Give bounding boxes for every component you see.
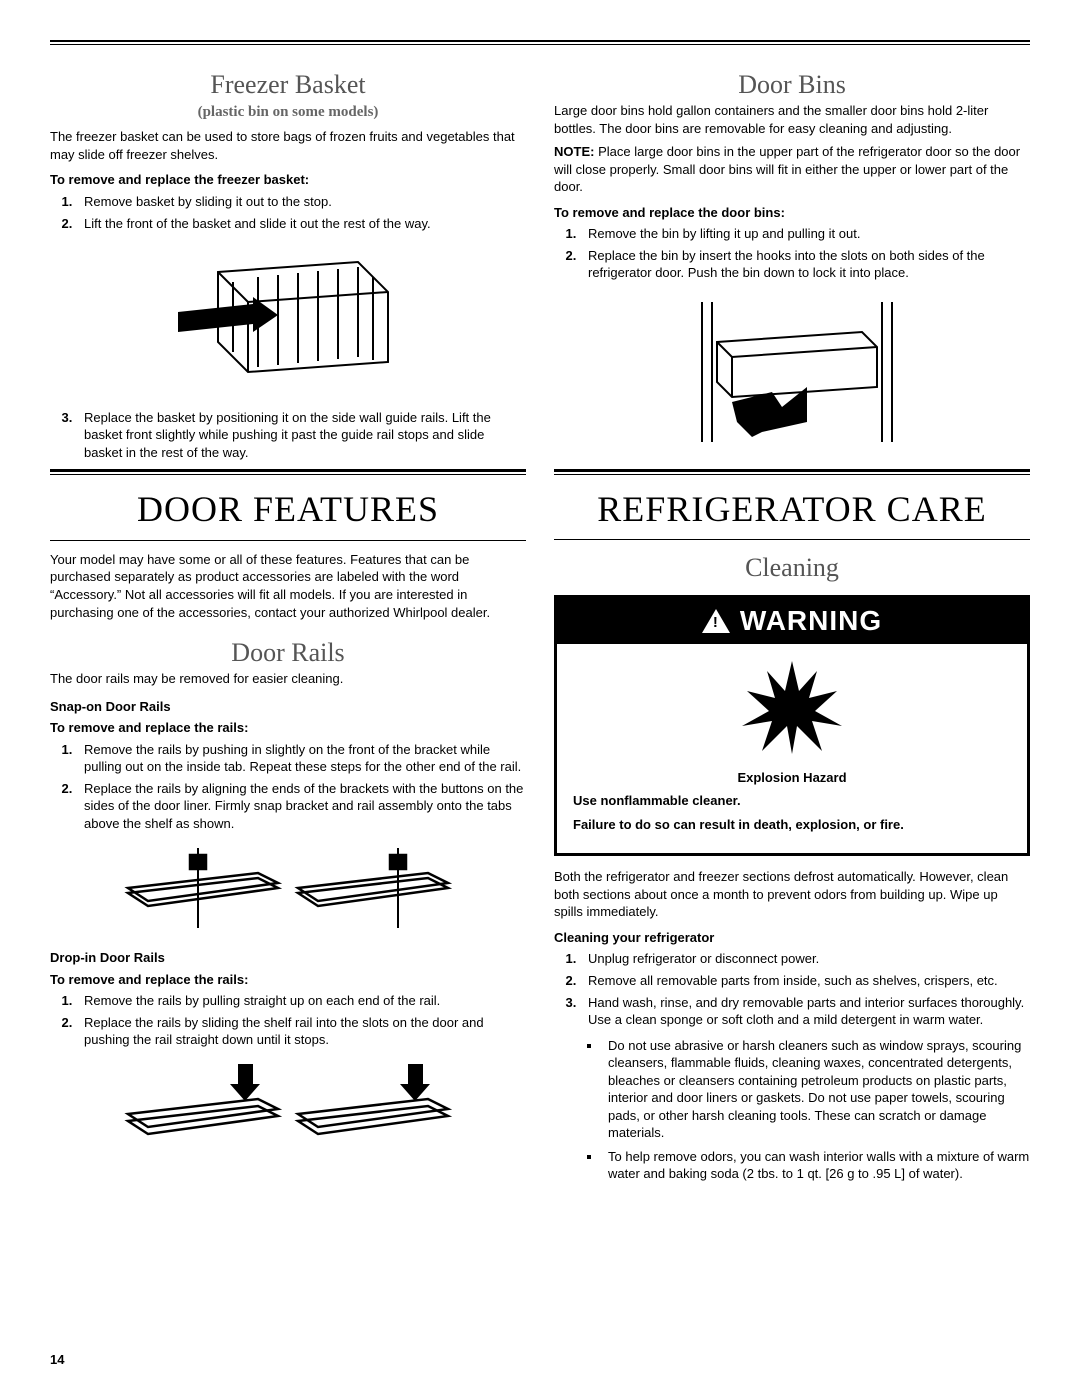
page-top-rule-thick <box>50 40 1030 42</box>
list-item: Replace the rails by sliding the shelf r… <box>76 1014 526 1049</box>
list-item: Do not use abrasive or harsh cleaners su… <box>602 1037 1030 1142</box>
basket-icon <box>158 242 418 392</box>
door-bins-steps: Remove the bin by lifting it up and pull… <box>554 225 1030 282</box>
freezer-basket-figure <box>50 242 526 397</box>
list-item: Replace the bin by insert the hooks into… <box>580 247 1030 282</box>
warning-triangle-icon <box>702 609 730 633</box>
warning-box: WARNING Explosion Hazard Use nonflammabl… <box>554 595 1030 856</box>
door-bins-instr-heading: To remove and replace the door bins: <box>554 204 1030 222</box>
warning-line1: Use nonflammable cleaner. <box>573 792 1011 810</box>
snapon-title: Snap-on Door Rails <box>50 698 526 716</box>
two-column-layout: Freezer Basket (plastic bin on some mode… <box>50 63 1030 1189</box>
door-rails-intro: The door rails may be removed for easier… <box>50 670 526 688</box>
snapon-instr-heading: To remove and replace the rails: <box>50 719 526 737</box>
dropin-rail-icon <box>118 1059 458 1159</box>
freezer-basket-intro: The freezer basket can be used to store … <box>50 128 526 163</box>
warning-line2: Failure to do so can result in death, ex… <box>573 816 1011 834</box>
list-item: Unplug refrigerator or disconnect power. <box>580 950 1030 968</box>
cleaning-steps: Unplug refrigerator or disconnect power.… <box>554 950 1030 1028</box>
freezer-basket-instr-heading: To remove and replace the freezer basket… <box>50 171 526 189</box>
freezer-basket-steps-cont: Replace the basket by positioning it on … <box>50 409 526 462</box>
list-item: Remove the rails by pulling straight up … <box>76 992 526 1010</box>
list-item: Remove all removable parts from inside, … <box>580 972 1030 990</box>
door-bins-title: Door Bins <box>554 67 1030 102</box>
cleaning-title: Cleaning <box>554 550 1030 585</box>
door-rails-title: Door Rails <box>50 635 526 670</box>
door-features-heading: DOOR FEATURES <box>50 485 526 534</box>
right-column: Door Bins Large door bins hold gallon co… <box>554 63 1030 1189</box>
freezer-basket-subtitle: (plastic bin on some models) <box>50 102 526 122</box>
page-top-rule-thin <box>50 44 1030 45</box>
list-item: Remove the rails by pushing in slightly … <box>76 741 526 776</box>
list-item: Lift the front of the basket and slide i… <box>76 215 526 233</box>
snapon-steps: Remove the rails by pushing in slightly … <box>50 741 526 833</box>
door-bin-figure <box>554 292 1030 457</box>
freezer-basket-title: Freezer Basket <box>50 67 526 102</box>
list-item: Replace the rails by aligning the ends o… <box>76 780 526 833</box>
door-bin-icon <box>662 292 922 452</box>
list-item: Hand wash, rinse, and dry removable part… <box>580 994 1030 1029</box>
dropin-rails-figure <box>50 1059 526 1164</box>
snapon-rails-figure <box>50 843 526 938</box>
divider-thin <box>554 474 1030 475</box>
warning-banner-text: WARNING <box>740 602 882 640</box>
divider-thick <box>50 469 526 472</box>
list-item: To help remove odors, you can wash inter… <box>602 1148 1030 1183</box>
door-features-intro: Your model may have some or all of these… <box>50 551 526 621</box>
door-bins-note: NOTE: Place large door bins in the upper… <box>554 143 1030 196</box>
freezer-basket-steps: Remove basket by sliding it out to the s… <box>50 193 526 232</box>
warning-banner: WARNING <box>557 598 1027 644</box>
divider-thin <box>50 474 526 475</box>
dropin-title: Drop-in Door Rails <box>50 949 526 967</box>
warning-body: Explosion Hazard Use nonflammable cleane… <box>557 644 1027 853</box>
divider-thin <box>554 539 1030 540</box>
hazard-title: Explosion Hazard <box>573 769 1011 787</box>
left-column: Freezer Basket (plastic bin on some mode… <box>50 63 526 1189</box>
door-bins-intro: Large door bins hold gallon containers a… <box>554 102 1030 137</box>
explosion-icon <box>573 656 1011 761</box>
dropin-steps: Remove the rails by pulling straight up … <box>50 992 526 1049</box>
note-text: Place large door bins in the upper part … <box>554 144 1020 194</box>
dropin-instr-heading: To remove and replace the rails: <box>50 971 526 989</box>
note-label: NOTE: <box>554 144 594 159</box>
list-item: Replace the basket by positioning it on … <box>76 409 526 462</box>
divider-thin <box>50 540 526 541</box>
list-item: Remove basket by sliding it out to the s… <box>76 193 526 211</box>
refrigerator-care-heading: REFRIGERATOR CARE <box>554 485 1030 534</box>
cleaning-instr-heading: Cleaning your refrigerator <box>554 929 1030 947</box>
list-item: Remove the bin by lifting it up and pull… <box>580 225 1030 243</box>
divider-thick <box>554 469 1030 472</box>
cleaning-bullets: Do not use abrasive or harsh cleaners su… <box>554 1037 1030 1183</box>
snapon-rail-icon <box>118 843 458 933</box>
page-number: 14 <box>50 1351 64 1369</box>
cleaning-intro: Both the refrigerator and freezer sectio… <box>554 868 1030 921</box>
